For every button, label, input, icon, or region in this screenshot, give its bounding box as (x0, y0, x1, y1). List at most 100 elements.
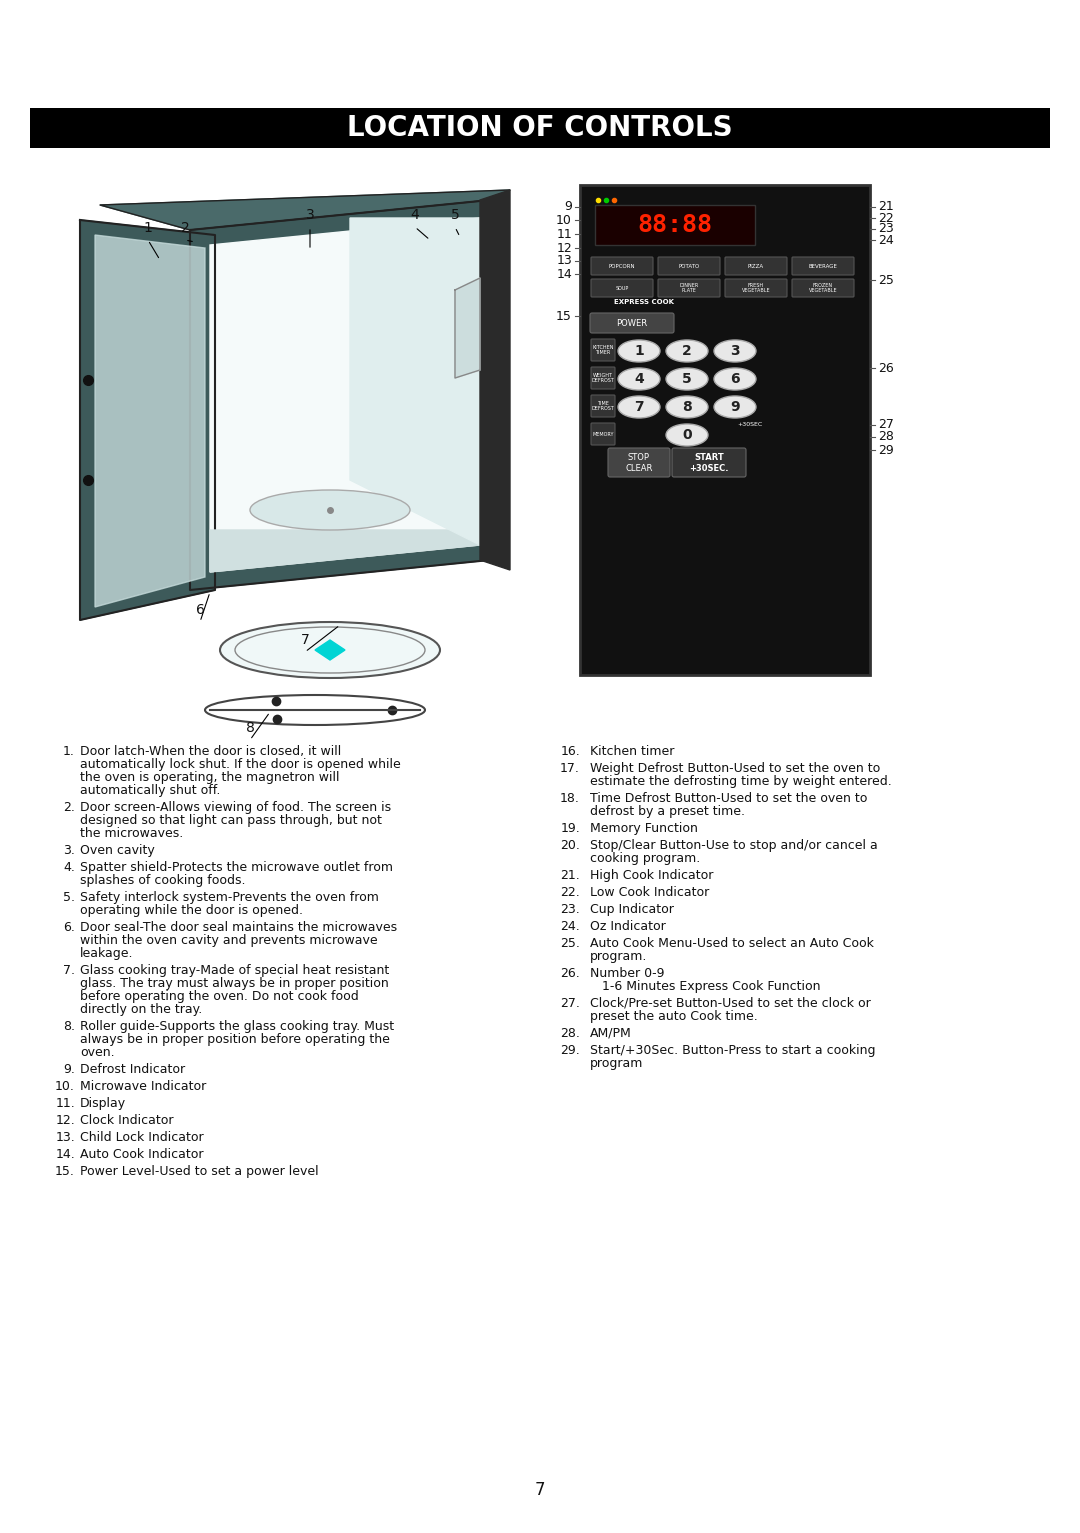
Text: 5: 5 (683, 373, 692, 386)
Polygon shape (455, 277, 480, 379)
Text: 26: 26 (878, 362, 894, 374)
Text: 22.: 22. (561, 886, 580, 898)
Text: operating while the door is opened.: operating while the door is opened. (80, 904, 303, 917)
Text: 8: 8 (683, 400, 692, 414)
Text: Auto Cook Indicator: Auto Cook Indicator (80, 1148, 203, 1160)
Text: 21.: 21. (561, 869, 580, 881)
Text: 4: 4 (634, 373, 644, 386)
Text: 24.: 24. (561, 920, 580, 934)
Text: 14: 14 (556, 267, 572, 281)
Text: 14.: 14. (55, 1148, 75, 1160)
Text: 4.: 4. (63, 862, 75, 874)
Ellipse shape (618, 340, 660, 362)
Text: 27.: 27. (561, 996, 580, 1010)
Text: program: program (590, 1056, 644, 1070)
Text: EXPRESS COOK: EXPRESS COOK (615, 299, 674, 305)
Text: 13.: 13. (55, 1131, 75, 1144)
Text: 9.: 9. (63, 1062, 75, 1076)
Text: Start/+30Sec. Button-Press to start a cooking: Start/+30Sec. Button-Press to start a co… (590, 1044, 876, 1056)
Text: 12: 12 (556, 242, 572, 254)
Text: +30SEC: +30SEC (738, 423, 762, 428)
Text: 12.: 12. (55, 1114, 75, 1127)
Text: TIME
DEFROST: TIME DEFROST (592, 400, 615, 411)
Text: designed so that light can pass through, but not: designed so that light can pass through,… (80, 814, 382, 826)
FancyBboxPatch shape (608, 448, 670, 477)
Text: 3: 3 (730, 343, 740, 359)
Text: Low Cook Indicator: Low Cook Indicator (590, 886, 710, 898)
Text: 25.: 25. (561, 937, 580, 950)
Polygon shape (350, 218, 480, 546)
Text: leakage.: leakage. (80, 947, 134, 960)
Text: 2: 2 (180, 221, 189, 235)
Ellipse shape (220, 622, 440, 678)
Text: 29.: 29. (561, 1044, 580, 1056)
Text: 25: 25 (878, 273, 894, 287)
Text: Weight Defrost Button-Used to set the oven to: Weight Defrost Button-Used to set the ov… (590, 762, 880, 776)
Bar (30, 107, 1050, 149)
Text: 17.: 17. (561, 762, 580, 776)
Polygon shape (210, 218, 480, 572)
Text: 9: 9 (564, 201, 572, 213)
Text: START
+30SEC.: START +30SEC. (689, 454, 729, 472)
Text: FROZEN
VEGETABLE: FROZEN VEGETABLE (809, 282, 837, 293)
Text: 23: 23 (878, 222, 894, 236)
Text: 2: 2 (683, 343, 692, 359)
Text: Roller guide-Supports the glass cooking tray. Must: Roller guide-Supports the glass cooking … (80, 1019, 394, 1033)
Text: Stop/Clear Button-Use to stop and/or cancel a: Stop/Clear Button-Use to stop and/or can… (590, 839, 878, 852)
Text: the microwaves.: the microwaves. (80, 826, 184, 840)
Text: 21: 21 (878, 201, 894, 213)
FancyBboxPatch shape (725, 258, 787, 274)
Text: 88:88: 88:88 (637, 213, 713, 238)
Text: 10: 10 (556, 213, 572, 227)
Text: 19.: 19. (561, 822, 580, 835)
Text: 23.: 23. (561, 903, 580, 917)
Text: High Cook Indicator: High Cook Indicator (590, 869, 714, 881)
FancyBboxPatch shape (591, 423, 615, 445)
Text: 26.: 26. (561, 967, 580, 980)
Text: 5: 5 (450, 208, 459, 222)
FancyBboxPatch shape (591, 396, 615, 417)
Text: automatically shut off.: automatically shut off. (80, 783, 220, 797)
Text: estimate the defrosting time by weight entered.: estimate the defrosting time by weight e… (590, 776, 892, 788)
Text: 29: 29 (878, 443, 894, 457)
Text: Oven cavity: Oven cavity (80, 845, 154, 857)
Text: KITCHEN
TIMER: KITCHEN TIMER (592, 345, 613, 356)
Text: cooking program.: cooking program. (590, 852, 700, 865)
Text: glass. The tray must always be in proper position: glass. The tray must always be in proper… (80, 977, 389, 990)
Ellipse shape (249, 491, 410, 530)
Text: 2.: 2. (63, 802, 75, 814)
Text: 7: 7 (535, 1481, 545, 1499)
Text: defrost by a preset time.: defrost by a preset time. (590, 805, 745, 819)
Text: SOUP: SOUP (616, 285, 629, 290)
Text: within the oven cavity and prevents microwave: within the oven cavity and prevents micr… (80, 934, 378, 947)
Text: 4: 4 (410, 208, 419, 222)
FancyBboxPatch shape (591, 258, 653, 274)
Ellipse shape (666, 425, 708, 446)
Text: 3.: 3. (63, 845, 75, 857)
Ellipse shape (666, 340, 708, 362)
Polygon shape (100, 190, 510, 230)
Text: oven.: oven. (80, 1046, 114, 1059)
Text: MEMORY: MEMORY (592, 431, 613, 437)
Text: program.: program. (590, 950, 647, 963)
Text: 8.: 8. (63, 1019, 75, 1033)
Text: always be in proper position before operating the: always be in proper position before oper… (80, 1033, 390, 1046)
Text: Oz Indicator: Oz Indicator (590, 920, 665, 934)
Text: automatically lock shut. If the door is opened while: automatically lock shut. If the door is … (80, 757, 401, 771)
Text: 1: 1 (634, 343, 644, 359)
Text: Clock Indicator: Clock Indicator (80, 1114, 174, 1127)
Text: 18.: 18. (561, 793, 580, 805)
Polygon shape (80, 221, 215, 619)
Text: PIZZA: PIZZA (748, 264, 764, 268)
Text: 13: 13 (556, 254, 572, 267)
Text: splashes of cooking foods.: splashes of cooking foods. (80, 874, 245, 888)
Text: POPCORN: POPCORN (609, 264, 635, 268)
Text: Door seal-The door seal maintains the microwaves: Door seal-The door seal maintains the mi… (80, 921, 397, 934)
Text: directly on the tray.: directly on the tray. (80, 1003, 202, 1016)
Text: 10.: 10. (55, 1081, 75, 1093)
Text: 15: 15 (556, 310, 572, 322)
Text: Power Level-Used to set a power level: Power Level-Used to set a power level (80, 1165, 319, 1177)
Text: 1.: 1. (63, 745, 75, 757)
Text: 5.: 5. (63, 891, 75, 904)
Ellipse shape (714, 368, 756, 389)
